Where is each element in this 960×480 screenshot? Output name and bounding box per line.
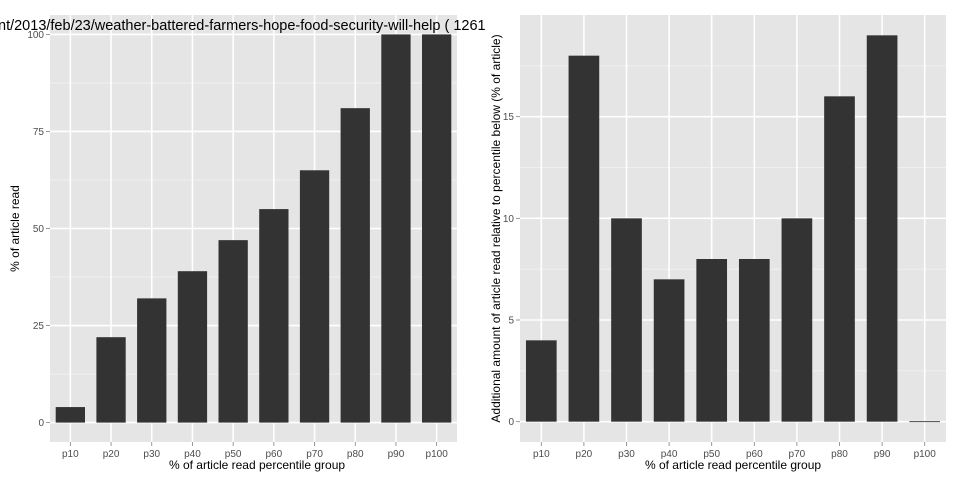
x-tick-label: p30: [143, 449, 160, 460]
y-tick-label: 50: [33, 224, 45, 235]
bar-p70: [781, 218, 813, 422]
x-tick-label: p40: [184, 449, 201, 460]
bar-p80: [824, 96, 855, 422]
bar-p40: [653, 279, 685, 422]
left-x-axis-title: % of article read percentile group: [169, 458, 345, 472]
right-x-axis-title: % of article read percentile group: [645, 458, 821, 472]
x-tick-label: p90: [874, 449, 891, 460]
x-tick-label: p50: [703, 449, 720, 460]
right-y-ticks: 0 5 10 15: [503, 112, 520, 428]
bar-p100: [421, 34, 452, 423]
bar-p60: [259, 209, 289, 423]
x-tick-label: p20: [576, 449, 593, 460]
left-y-ticks: 0 25 50 75 100: [27, 30, 50, 429]
x-tick-label: p80: [831, 449, 848, 460]
bar-p30: [137, 298, 167, 423]
bar-p30: [611, 218, 642, 422]
x-tick-label: p20: [103, 449, 120, 460]
x-tick-label: p10: [62, 449, 79, 460]
y-tick-label: 25: [33, 321, 45, 332]
x-tick-label: p90: [388, 449, 405, 460]
bar-p10: [55, 407, 86, 423]
bar-p60: [738, 259, 770, 422]
x-tick-label: p60: [746, 449, 763, 460]
y-tick-label: 15: [503, 112, 515, 123]
left-chart-title: nt/2013/feb/23/weather-battered-farmers-…: [0, 18, 486, 34]
x-tick-label: p50: [225, 449, 242, 460]
x-tick-label: p70: [306, 449, 323, 460]
bar-p90: [866, 35, 898, 422]
x-tick-label: p70: [789, 449, 806, 460]
x-tick-label: p60: [266, 449, 283, 460]
right-chart-panel: 0 5 10 15 p10 p20 p30 p40 p50 p60 p70 p80 p90 p100 %…: [489, 15, 946, 472]
right-bars: [525, 35, 941, 423]
right-y-axis-title: Additional amount of article read relati…: [489, 34, 503, 422]
left-y-axis-title: % of article read: [8, 185, 22, 272]
bar-p90: [381, 34, 411, 423]
x-tick-label: p40: [661, 449, 678, 460]
x-tick-label: p30: [618, 449, 635, 460]
bar-p40: [177, 271, 208, 423]
bar-p20: [568, 55, 600, 422]
right-x-ticks: p10 p20 p30 p40 p50 p60 p70 p80 p90 p100: [533, 442, 936, 460]
bar-p70: [299, 170, 330, 423]
y-tick-label: 100: [27, 30, 44, 41]
x-tick-label: p80: [347, 449, 364, 460]
bar-p80: [340, 108, 370, 423]
y-tick-label: 10: [503, 214, 515, 225]
bar-p50: [696, 259, 728, 422]
left-x-ticks: p10 p20 p30 p40 p50 p60 p70 p80 p90 p100: [62, 442, 448, 460]
left-bars: [55, 34, 452, 423]
y-tick-label: 75: [33, 127, 45, 138]
bar-p10: [525, 340, 557, 422]
y-tick-label: 5: [508, 316, 514, 327]
y-tick-label: 0: [38, 418, 44, 429]
y-tick-label: 0: [508, 417, 514, 428]
x-tick-label: p10: [533, 449, 550, 460]
bar-p50: [218, 240, 248, 423]
bar-p100: [909, 421, 941, 423]
x-tick-label: p100: [914, 449, 937, 460]
x-tick-label: p100: [426, 449, 449, 460]
bar-p20: [96, 337, 126, 423]
